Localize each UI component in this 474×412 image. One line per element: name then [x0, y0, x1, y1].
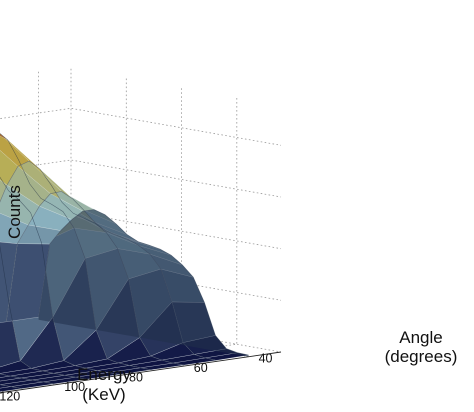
x-axis-label-line2: (KeV) — [82, 385, 125, 404]
y-tick-label: 120 — [0, 389, 20, 403]
y-tick-label: 60 — [194, 361, 208, 375]
axes — [0, 351, 282, 394]
y-tick-label: 80 — [129, 371, 143, 385]
surface-front-face — [38, 209, 249, 357]
series-line — [0, 373, 55, 385]
series-line — [0, 244, 87, 380]
z-gridline — [0, 107, 282, 146]
x-gridline — [0, 86, 182, 362]
z-gridline — [0, 159, 282, 198]
z-gridline — [0, 262, 282, 301]
y-tick-label: 100 — [64, 380, 85, 394]
y-axis-ticks: 40 60 80 100 120 — [0, 352, 273, 404]
y-axis-label-line2: (degrees) — [385, 347, 458, 366]
x-gridline — [0, 67, 72, 326]
surface-patch — [0, 133, 8, 141]
y-axis-line — [0, 351, 282, 394]
x-axis-label-line1: Energy — [77, 365, 131, 384]
y-tick-label: 40 — [259, 352, 273, 366]
series-line — [0, 133, 152, 371]
surface — [0, 133, 249, 392]
z-axis-label: Counts — [5, 185, 24, 239]
x-gridline — [0, 76, 127, 344]
z-gridline — [0, 211, 282, 250]
y-axis-label-line1: Angle — [399, 328, 442, 347]
series-line — [0, 176, 120, 375]
